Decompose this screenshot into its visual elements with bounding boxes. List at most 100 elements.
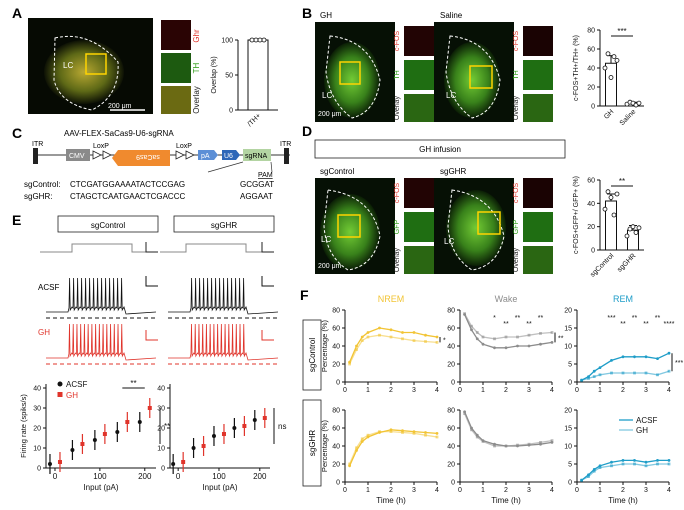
y-tick-label: 20 (447, 362, 455, 369)
channel-label-overlay-d2: Overlay (513, 247, 520, 272)
series-acsf-line (464, 411, 553, 447)
pa-label: pA (201, 153, 210, 160)
sgghr-pam: AGGAAT (240, 192, 273, 201)
loxp-right-label: LoxP (176, 143, 192, 150)
series-acsf-point (92, 438, 97, 442)
y-tick-label: 20 (587, 85, 595, 92)
series-gh-point (527, 442, 531, 446)
series-acsf-point (656, 357, 659, 360)
series-gh-point (598, 466, 602, 469)
series-gh-point (621, 462, 625, 466)
x-tick-label: 3 (644, 487, 648, 494)
series-gh-point (470, 428, 473, 432)
x-tick-label: 3 (412, 387, 416, 394)
series-gh-point (201, 444, 206, 448)
series-gh-point (80, 442, 85, 446)
x-tick-label: 4 (667, 387, 671, 394)
micrograph-a-ghr (161, 20, 191, 50)
row-box-sgghr (302, 399, 322, 487)
channel-label-cfos-b2: c-FOS (513, 31, 520, 52)
bar (605, 62, 617, 107)
y-axis-label: Overlap (%) (211, 56, 218, 93)
chart-state-sgcontrol-nrem: NREM 0 20 40 60 80 0 1 2 3 4 Percentage (%) * (320, 294, 446, 394)
series-acsf-point (137, 420, 142, 424)
y-tick-label: 40 (332, 344, 340, 351)
micro-d-sgghr-title: sgGHR (440, 167, 466, 176)
chart-firing-sgghr: 0 10 20 30 40 0 100 200 Input (pA) ns (157, 384, 286, 492)
annotation-star: ** (655, 315, 661, 322)
annotation-star: ** (538, 315, 544, 322)
trace-acsf-sgghr (168, 277, 279, 315)
series-gh-point (378, 430, 381, 433)
annotation-star: ** (503, 321, 509, 328)
series-gh-point (378, 333, 381, 337)
y-axis-label: Percentage (%) (320, 419, 329, 472)
channel-label-overlay-b2: Overlay (513, 95, 520, 120)
x-tick-label: 0 (343, 387, 347, 394)
y-tick-label: 20 (332, 362, 340, 369)
micrograph-d-sgghr-overlay (523, 246, 553, 274)
data-point (630, 224, 636, 230)
y-tick-label: 20 (33, 426, 41, 433)
scale-bar-trace (145, 276, 158, 287)
scale-bar-protocol-sgghr (261, 242, 274, 253)
series-gh-point (598, 373, 602, 377)
series-acsf-line (349, 327, 438, 363)
scale-label-a: 200 μm (108, 103, 132, 110)
series-acsf-point (475, 337, 479, 341)
micrograph-d-sgcontrol-overlay (404, 246, 434, 274)
y-tick-label: 40 (33, 386, 41, 393)
sgghr-header: sgGHR (211, 221, 237, 230)
series-gh-point (539, 332, 542, 335)
y-tick-label: 60 (587, 178, 595, 185)
acsf-trace-label: ACSF (38, 283, 59, 292)
itr-left-box (33, 148, 38, 164)
row-box-sgcontrol (302, 319, 322, 391)
y-tick-label: 30 (157, 406, 165, 413)
chart-overlap: 0 50 100/TH+ Overlap (%) (211, 37, 278, 128)
y-tick-label: 80 (587, 28, 595, 35)
data-point (602, 65, 608, 71)
lc-label-d-sgcontrol: LC (321, 235, 331, 244)
data-point (611, 54, 617, 59)
trace-acsf-sgcontrol (46, 277, 157, 315)
series-acsf-point (598, 366, 602, 369)
chart-cfos-sgrna: 0 20 40 60 sgControl sgGHR ** c-FOS+GFP+/ GFP+ … (573, 176, 644, 279)
data-point (605, 51, 611, 57)
series-gh-point (656, 462, 659, 466)
annotation-star: ** (632, 315, 638, 322)
series-acsf-point (47, 462, 52, 466)
series-gh-point (644, 464, 648, 468)
x-tick-label: sgControl (589, 252, 615, 278)
pam-label: PAM (258, 172, 273, 179)
series-gh-point (644, 371, 648, 375)
series-gh-point (181, 460, 186, 464)
series-gh-point (360, 339, 364, 342)
x-tick-label: 1 (366, 487, 370, 494)
scale-label-b-gh: 200 μm (318, 111, 342, 118)
data-point (636, 225, 642, 231)
series-gh-point (592, 375, 596, 378)
x-tick-label: 1 (598, 387, 602, 394)
lc-label-b-gh: LC (322, 91, 332, 100)
x-tick-label: 4 (550, 487, 554, 494)
series-gh-point (516, 443, 519, 447)
micrograph-b-saline-th (523, 60, 553, 90)
pa-box (198, 150, 218, 160)
u6-label: U6 (224, 153, 233, 160)
data-point (261, 37, 267, 43)
x-tick-label: 1 (598, 487, 602, 494)
series-gh-point (412, 339, 416, 342)
loxp-left-label: LoxP (93, 143, 109, 150)
sgcontrol-seq-label: sgControl: (24, 180, 60, 189)
panel-label-f: F (300, 287, 309, 303)
x-tick-label: 0 (458, 387, 462, 394)
legend-acsf-label: ACSF (66, 380, 87, 389)
x-tick-label: sgGHR (616, 252, 637, 273)
significance-label: ** (619, 177, 625, 186)
series-gh-line (464, 313, 553, 340)
y-tick-label: 20 (447, 462, 455, 469)
series-acsf-point (504, 346, 508, 350)
y-tick-label: 40 (587, 201, 595, 208)
